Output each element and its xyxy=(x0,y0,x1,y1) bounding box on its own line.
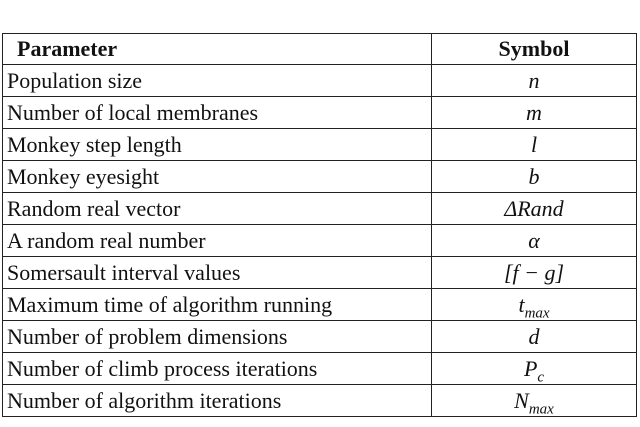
parameter-cell: Number of algorithm iterations xyxy=(2,384,432,417)
symbol: d xyxy=(528,323,540,349)
table-row: Maximum time of algorithm running tmax xyxy=(2,288,637,321)
parameter-cell: Somersault interval values xyxy=(2,256,432,289)
symbol: P xyxy=(523,355,538,381)
parameter-cell: Random real vector xyxy=(2,192,432,225)
table-row: Random real vector ΔRand xyxy=(2,192,637,225)
symbol-cell: tmax xyxy=(431,288,637,321)
header-row: Parameter Symbol xyxy=(2,33,637,65)
symbol-cell: m xyxy=(431,96,637,129)
parameter-cell: Number of problem dimensions xyxy=(2,320,432,353)
symbol-cell: d xyxy=(431,320,637,353)
symbol-subscript: max xyxy=(524,304,550,321)
symbol-subscript: c xyxy=(537,368,545,385)
symbol: l xyxy=(530,131,538,157)
parameter-cell: Population size xyxy=(2,64,432,97)
table-row: Monkey step length l xyxy=(2,128,637,161)
symbol-cell: l xyxy=(431,128,637,161)
parameter-cell: Maximum time of algorithm running xyxy=(2,288,432,321)
symbol-cell: b xyxy=(431,160,637,193)
table-row: Monkey eyesight b xyxy=(2,160,637,193)
symbol-cell: Nmax xyxy=(431,384,637,417)
symbol: m xyxy=(526,99,542,125)
parameter-cell: A random real number xyxy=(2,224,432,257)
header-cell: Parameter xyxy=(2,33,432,65)
symbol: N xyxy=(514,387,529,413)
table-row: Somersault interval values [f − g] xyxy=(2,256,637,289)
symbol-cell: α xyxy=(431,224,637,257)
symbol: ΔRand xyxy=(504,195,564,221)
symbol-cell: [f − g] xyxy=(431,256,637,289)
symbol-subscript: max xyxy=(528,400,554,417)
symbol-cell: ΔRand xyxy=(431,192,637,225)
parameter-cell: Number of climb process iterations xyxy=(2,352,432,385)
table-row: Number of local membranes m xyxy=(2,96,637,129)
symbol: [f − g] xyxy=(503,259,565,285)
symbol: α xyxy=(528,227,540,253)
table-row: Number of problem dimensions d xyxy=(2,320,637,353)
parameter-cell: Number of local membranes xyxy=(2,96,432,129)
table-row: Population size n xyxy=(2,64,637,97)
symbol: n xyxy=(528,67,540,93)
symbol: t xyxy=(518,291,525,317)
parameter-cell: Monkey step length xyxy=(2,128,432,161)
symbol: b xyxy=(528,163,540,189)
table-row: A random real number α xyxy=(2,224,637,257)
parameter-cell: Monkey eyesight xyxy=(2,160,432,193)
table-row: Number of climb process iterations Pc xyxy=(2,352,637,385)
table-row: Number of algorithm iterations Nmax xyxy=(2,384,637,417)
parameter-table: Parameter Symbol Population size n Number … xyxy=(2,33,637,417)
header-cell: Symbol xyxy=(431,33,637,65)
symbol-cell: n xyxy=(431,64,637,97)
symbol-cell: Pc xyxy=(431,352,637,385)
